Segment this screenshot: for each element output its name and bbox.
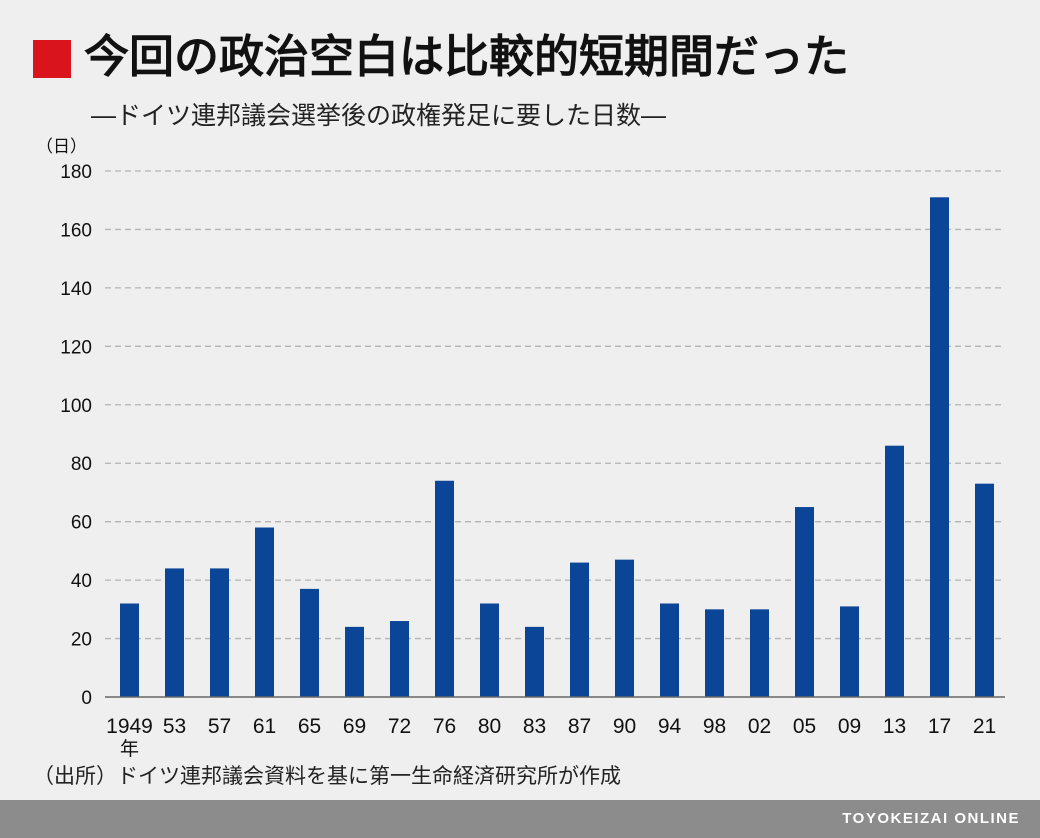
x-tick-label: 87 [568,715,591,738]
y-axis-unit-label: （日） [36,137,87,156]
y-tick-label: 140 [60,279,92,300]
x-tick-label: 1949 [106,715,153,738]
x-tick-label: 76 [433,715,456,738]
x-tick-label: 69 [343,715,366,738]
x-tick-label: 09 [838,715,861,738]
x-tick-label: 83 [523,715,546,738]
x-tick-label: 02 [748,715,771,738]
bar-65 [300,588,319,697]
x-tick-label: 17 [928,715,951,738]
x-tick-label: 94 [658,715,682,738]
bar-72 [390,621,409,697]
bar-21 [975,483,994,697]
bar-13 [885,445,904,697]
x-tick-label: 61 [253,715,276,738]
bar-17 [930,197,949,698]
bar-90 [615,559,634,697]
chart-title: 今回の政治空白は比較的短期間だった [84,30,850,83]
bar-80 [480,603,499,697]
bar-02 [750,609,769,697]
bar-09 [840,606,859,697]
bar-98 [705,609,724,697]
x-tick-label: 65 [298,715,321,738]
y-tick-label: 60 [71,513,92,534]
x-tick-label: 05 [793,715,816,738]
bar-1949 [120,603,139,697]
y-tick-label: 180 [60,162,92,183]
x-tick-label: 57 [208,715,231,738]
bar-83 [525,626,544,697]
y-tick-label: 80 [71,454,92,475]
bar-69 [345,626,364,697]
bar-61 [255,527,274,697]
bar-87 [570,562,589,697]
y-tick-label: 40 [71,571,92,592]
footer-bar: TOYOKEIZAI ONLINE [0,800,1040,838]
bar-94 [660,603,679,697]
y-tick-label: 160 [60,220,92,241]
y-tick-label: 20 [71,630,92,651]
y-tick-label: 100 [60,396,92,417]
source-note: （出所）ドイツ連邦議会資料を基に第一生命経済研究所が作成 [33,764,621,788]
x-tick-label: 98 [703,715,726,738]
bar-53 [165,568,184,697]
x-tick-label: 72 [388,715,411,738]
y-tick-label: 120 [60,337,92,358]
x-axis-unit-label: 年 [120,738,139,760]
x-tick-label: 13 [883,715,906,738]
bar-57 [210,568,229,697]
bar-76 [435,480,454,697]
bar-05 [795,507,814,697]
y-tick-label: 0 [81,688,92,709]
x-tick-label: 80 [478,715,501,738]
chart-subtitle: ―ドイツ連邦議会選挙後の政権発足に要した日数― [91,101,667,130]
x-tick-label: 90 [613,715,636,738]
brand-label: TOYOKEIZAI ONLINE [842,810,1020,827]
x-tick-label: 21 [973,715,996,738]
title-red-square [33,40,71,78]
x-tick-label: 53 [163,715,186,738]
